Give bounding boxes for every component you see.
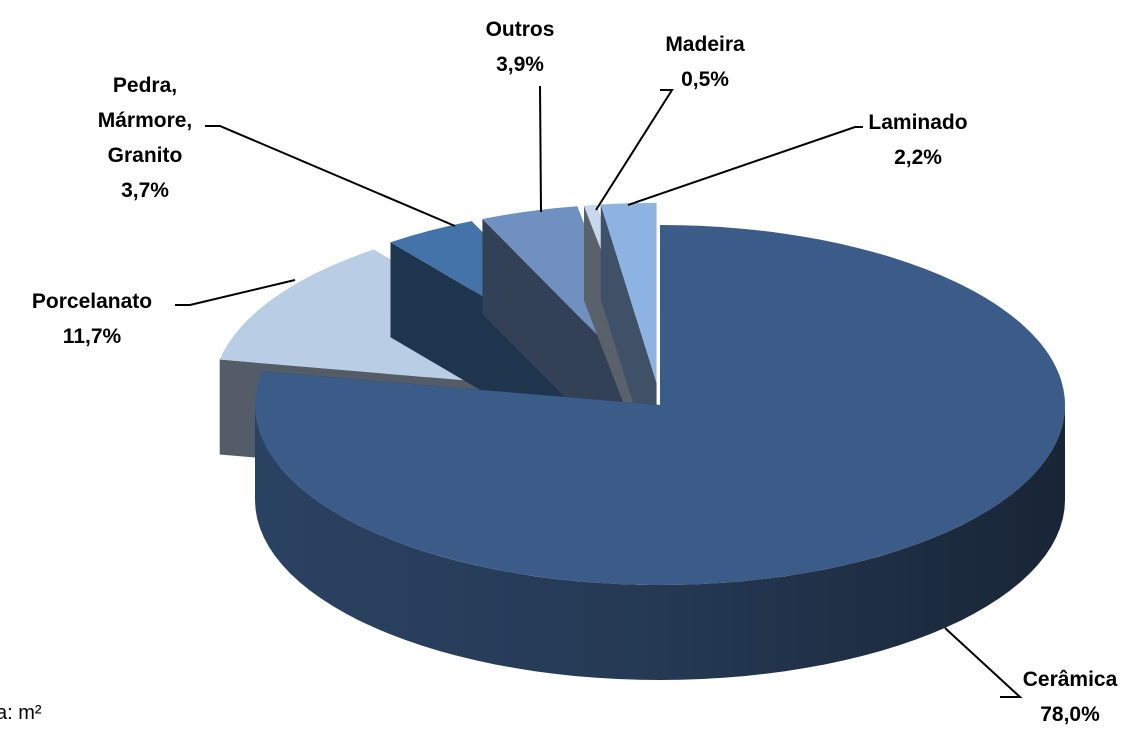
data-label: Madeira 0,5% [625,27,785,97]
value-label: 3,7% [121,179,169,202]
value-label: 2,2% [894,146,942,169]
value-label: 11,7% [62,325,122,348]
slice-outer-wall [255,405,1065,680]
note: a: m² [0,702,42,724]
slice [255,225,1065,585]
leader-line [175,279,296,306]
data-label: Cerâmica 78,0% [990,662,1135,731]
slice [600,202,657,383]
leader-line [627,126,863,206]
data-label: Outros 3,9% [440,12,600,82]
leader-line [539,85,542,213]
category-label: Laminado [868,111,968,134]
category-label: Madeira [665,33,745,56]
value-label: 3,9% [496,53,544,76]
data-label: Pedra, Mármore, Granito 3,7% [86,68,204,208]
category-label: Outros [485,18,555,41]
category-label: Porcelanato [31,290,153,313]
data-label: Laminado 2,2% [838,105,998,175]
category-label: Pedra, Mármore, Granito [97,74,193,167]
leader-line [205,125,456,227]
value-label: 0,5% [681,68,729,91]
data-label: Porcelanato 11,7% [12,284,172,354]
leader-line [595,89,674,211]
value-label: 78,0% [1040,703,1100,726]
category-label: Cerâmica [1022,668,1118,691]
leader-line [944,627,1023,698]
